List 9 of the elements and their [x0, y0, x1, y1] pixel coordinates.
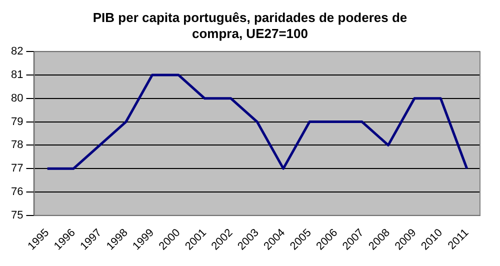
y-tick-label: 75 [10, 209, 24, 222]
y-tick-label: 76 [10, 186, 24, 198]
y-tick-label: 82 [10, 46, 24, 58]
y-tick-label: 78 [10, 139, 24, 152]
y-tick-label: 80 [10, 92, 24, 104]
chart-title: PIB per capita português, paridades de poderes de compra, UE27=100 [92, 9, 408, 42]
y-tick-label: 77 [10, 162, 24, 175]
y-tick-label: 79 [10, 116, 24, 128]
y-tick-label: 81 [10, 69, 24, 82]
